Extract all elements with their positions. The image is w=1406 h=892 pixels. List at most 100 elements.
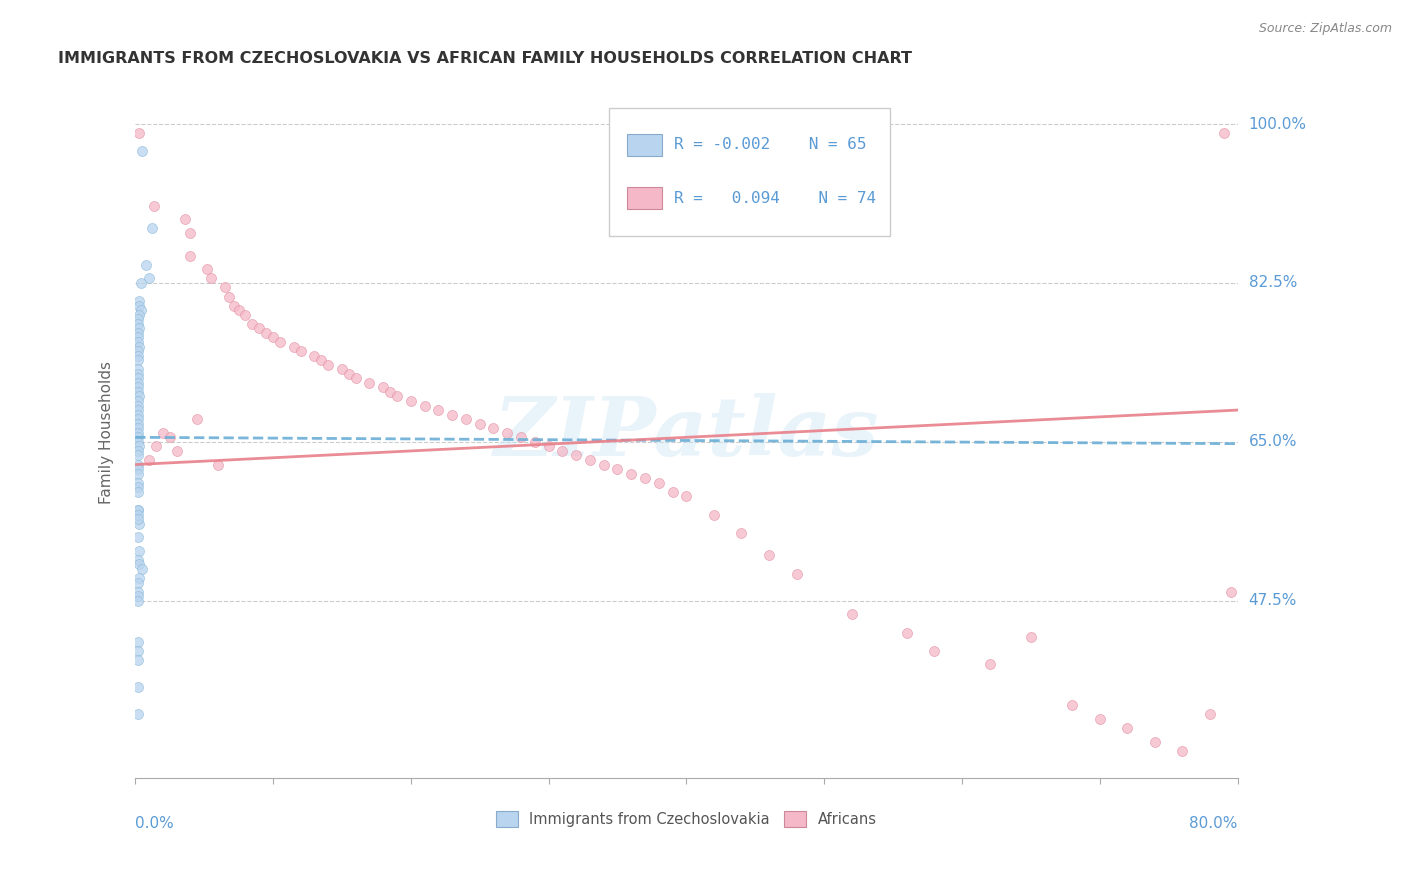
Text: 47.5%: 47.5% — [1249, 593, 1296, 608]
Point — [143, 199, 166, 213]
Point — [127, 553, 149, 567]
Point — [127, 434, 149, 449]
Point — [127, 475, 149, 490]
Point — [127, 412, 149, 426]
Point — [200, 271, 222, 285]
Point — [128, 544, 150, 558]
Point — [224, 299, 246, 313]
Point — [207, 458, 229, 472]
Point — [127, 344, 149, 359]
Y-axis label: Family Households: Family Households — [100, 361, 114, 504]
Point — [127, 353, 149, 368]
Point — [1088, 712, 1111, 726]
Point — [152, 425, 174, 440]
Point — [309, 353, 332, 368]
Point — [127, 330, 149, 344]
Point — [131, 562, 153, 576]
Point — [127, 680, 149, 694]
Point — [1116, 721, 1139, 735]
Point — [127, 367, 149, 381]
Point — [141, 221, 163, 235]
Point — [127, 425, 149, 440]
Text: R =   0.094    N = 74: R = 0.094 N = 74 — [675, 191, 876, 206]
Point — [127, 421, 149, 435]
Point — [304, 349, 326, 363]
Text: ZIPatlas: ZIPatlas — [494, 392, 879, 473]
Point — [127, 417, 149, 431]
Point — [537, 439, 560, 453]
Point — [330, 362, 353, 376]
Point — [138, 453, 160, 467]
Point — [290, 344, 312, 359]
Point — [127, 707, 149, 722]
Point — [128, 294, 150, 309]
Point — [128, 126, 150, 140]
Point — [841, 607, 863, 622]
Point — [195, 262, 218, 277]
Point — [127, 444, 149, 458]
Point — [127, 380, 149, 394]
Point — [441, 408, 464, 422]
Point — [730, 525, 752, 540]
Point — [240, 317, 263, 331]
Point — [228, 303, 250, 318]
Point — [214, 280, 236, 294]
Point — [337, 367, 360, 381]
Point — [127, 326, 149, 340]
Point — [592, 458, 614, 472]
Point — [127, 484, 149, 499]
Point — [127, 394, 149, 409]
Point — [127, 430, 149, 444]
Point — [661, 484, 683, 499]
Point — [127, 575, 149, 590]
Point — [145, 439, 167, 453]
Point — [482, 421, 505, 435]
Point — [127, 399, 149, 413]
Point — [496, 425, 519, 440]
Point — [127, 512, 149, 526]
Point — [138, 271, 160, 285]
Point — [128, 299, 150, 313]
Point — [454, 412, 477, 426]
Point — [127, 408, 149, 422]
Point — [128, 321, 150, 335]
Point — [127, 349, 149, 363]
Point — [675, 489, 697, 503]
Point — [127, 594, 149, 608]
Point — [128, 571, 150, 585]
Point — [385, 389, 408, 403]
Text: R = -0.002    N = 65: R = -0.002 N = 65 — [675, 137, 866, 153]
Point — [127, 312, 149, 326]
Point — [127, 449, 149, 463]
Point — [648, 475, 671, 490]
Point — [579, 453, 602, 467]
Point — [127, 503, 149, 517]
Point — [896, 625, 918, 640]
Text: 0.0%: 0.0% — [135, 816, 174, 830]
Point — [127, 362, 149, 376]
Point — [128, 339, 150, 353]
Point — [127, 634, 149, 648]
Point — [1212, 126, 1234, 140]
Point — [127, 467, 149, 481]
Point — [523, 434, 546, 449]
Point — [1143, 734, 1166, 748]
Text: Source: ZipAtlas.com: Source: ZipAtlas.com — [1258, 22, 1392, 36]
Point — [127, 458, 149, 472]
Point — [179, 226, 201, 240]
Point — [316, 358, 339, 372]
Point — [247, 321, 270, 335]
Point — [128, 516, 150, 531]
Point — [703, 508, 725, 522]
Point — [159, 430, 181, 444]
Point — [127, 584, 149, 599]
Point — [128, 389, 150, 403]
Point — [606, 462, 628, 476]
Point — [218, 289, 240, 303]
Text: 80.0%: 80.0% — [1189, 816, 1237, 830]
Point — [373, 380, 395, 394]
Point — [262, 330, 284, 344]
Point — [620, 467, 643, 481]
Legend: Immigrants from Czechoslovakia, Africans: Immigrants from Czechoslovakia, Africans — [489, 805, 883, 833]
Point — [127, 371, 149, 385]
